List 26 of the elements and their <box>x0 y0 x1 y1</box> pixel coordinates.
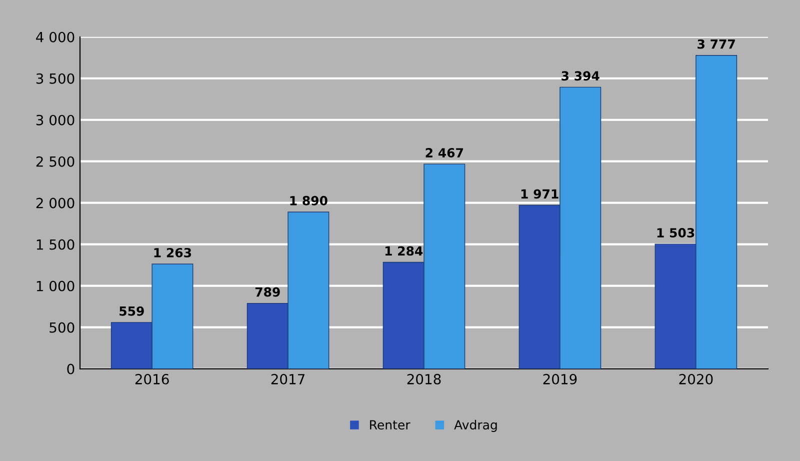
data-label: 1 890 <box>290 196 328 206</box>
data-label: 3 777 <box>698 39 735 49</box>
data-label: 559 <box>120 306 144 316</box>
data-label: 789 <box>255 287 280 297</box>
data-label: 2 467 <box>426 148 463 158</box>
x-tick-label: 2018 <box>407 374 441 384</box>
x-tick-label: 2019 <box>543 374 577 384</box>
y-tick-label: 0 <box>67 364 74 374</box>
x-tick-label: 2016 <box>135 374 169 384</box>
data-label: 1 503 <box>657 228 694 238</box>
data-label: 1 284 <box>385 246 423 256</box>
data-label: 3 394 <box>562 71 600 81</box>
y-tick-label: 3 000 <box>36 114 74 126</box>
x-tick-label: 2020 <box>679 374 713 384</box>
y-tick-label: 500 <box>50 322 74 333</box>
x-tick-label: 2017 <box>271 374 305 384</box>
y-tick-label: 1 500 <box>36 239 74 250</box>
data-label: 1 971 <box>521 189 558 199</box>
y-tick-label: 3 500 <box>36 73 74 84</box>
legend-label: Renter <box>370 420 410 430</box>
y-tick-label: 2 000 <box>36 198 74 208</box>
y-tick-label: 4 000 <box>36 32 74 42</box>
legend-label: Avdrag <box>454 420 497 432</box>
y-tick-label: 2 500 <box>36 156 74 167</box>
y-tick-label: 1 000 <box>36 280 74 292</box>
data-label: 1 263 <box>154 248 192 258</box>
